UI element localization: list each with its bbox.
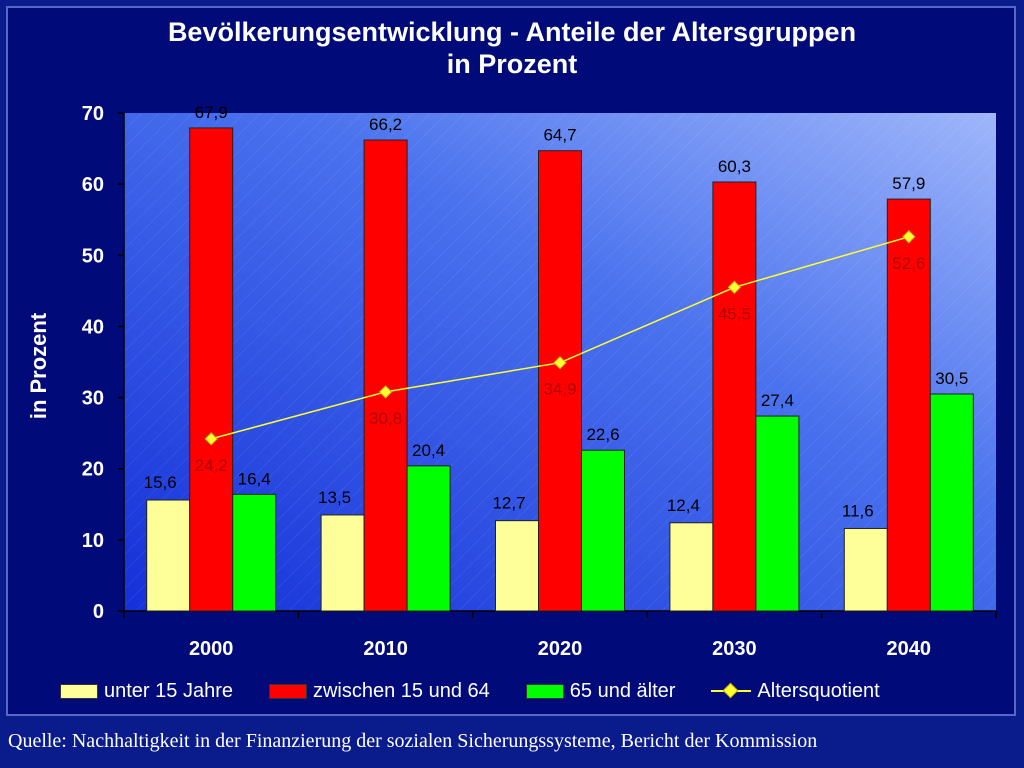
bar [189,127,234,612]
y-axis-label: in Prozent [26,312,51,419]
bar-data-label: 22,6 [586,425,619,444]
bar [495,520,539,612]
source-note: Quelle: Nachhaltigkeit in der Finanzieru… [8,730,818,752]
bar [929,393,974,612]
x-tick-label: 2010 [363,638,408,660]
line-point [553,356,567,370]
chart-title-line1: Bevölkerungsentwicklung - Anteile der Al… [167,17,857,47]
x-tick-label: 2030 [712,638,757,660]
legend-item-65-plus: 65 und älter [525,679,676,703]
y-axis: 0 10 20 30 40 50 60 70 [82,103,125,623]
legend-swatch-red [268,683,307,699]
y-tick-label: 0 [93,601,104,623]
bar [406,465,451,612]
bar-data-label: 15,6 [144,473,177,492]
bar-data-label: 13,5 [318,488,351,507]
y-tick-label: 20 [82,459,104,481]
line-point [378,385,393,399]
bar-data-label: 11,6 [842,501,874,520]
bar [538,150,582,612]
line-point [902,230,916,244]
chart-title: Bevölkerungsentwicklung - Anteile der Al… [0,16,1024,80]
chart-title-line2: in Prozent [446,49,578,79]
bar [232,493,277,612]
bar [669,522,714,612]
bar-data-label: 12,7 [492,494,525,513]
legend-item-15-64: zwischen 15 und 64 [268,679,490,703]
y-tick-label: 10 [82,530,104,552]
bar [146,499,191,612]
bar-data-label: 27,4 [761,391,794,410]
legend-item-unter-15: unter 15 Jahre [60,680,233,703]
x-tick-label: 2020 [538,638,583,660]
bar-data-label: 66,2 [369,115,402,134]
line-data-label: 45,5 [718,304,751,323]
line-data-label: 34,9 [543,380,576,399]
y-tick-label: 50 [82,245,104,267]
bar [712,181,757,612]
bar-data-label: 57,9 [892,174,925,193]
line-data-label: 24,2 [195,456,228,475]
legend-label: Altersquotient [757,679,880,702]
x-axis: 2000 2010 2020 2030 2040 [123,610,997,660]
bar [755,415,800,612]
bar [363,139,408,612]
bar-data-label: 64,7 [543,126,576,145]
legend-label: unter 15 Jahre [104,679,233,702]
bar-data-label: 12,4 [667,496,700,515]
legend-label: 65 und älter [569,679,676,702]
legend-label: zwischen 15 und 64 [312,679,490,702]
y-tick-label: 60 [82,174,104,196]
legend-line-marker [711,684,752,698]
bars-group [146,127,974,612]
legend-swatch-green [525,683,564,699]
bar [581,449,625,612]
bar-data-label: 60,3 [718,157,751,176]
bar-data-label: 16,4 [238,469,271,488]
bar-data-label: 67,9 [195,103,228,122]
x-tick-label: 2040 [887,638,932,660]
line-point [204,432,218,446]
labels-group: 15,6 13,5 12,7 12,4 11,6 67,9 66,2 64,7 60,3 57,9… [144,103,969,521]
legend-swatch-yellow [60,683,98,699]
y-tick-label: 40 [82,316,104,338]
bar-data-label: 30,5 [935,369,968,388]
bar-data-label: 20,4 [412,441,445,460]
line-point [727,280,742,295]
legend-item-altersquotient: Altersquotient [711,679,880,703]
y-tick-label: 70 [82,103,104,125]
legend: unter 15 Jahre zwischen 15 und 64 65 und… [60,676,1020,706]
bar [320,514,365,612]
x-tick-label: 2000 [189,638,234,660]
line-data-label: 52,6 [892,254,925,273]
line-data-label: 30,8 [369,409,402,428]
y-tick-label: 30 [82,388,104,410]
bar [886,198,931,612]
line-group [204,230,916,446]
bar [843,527,888,612]
